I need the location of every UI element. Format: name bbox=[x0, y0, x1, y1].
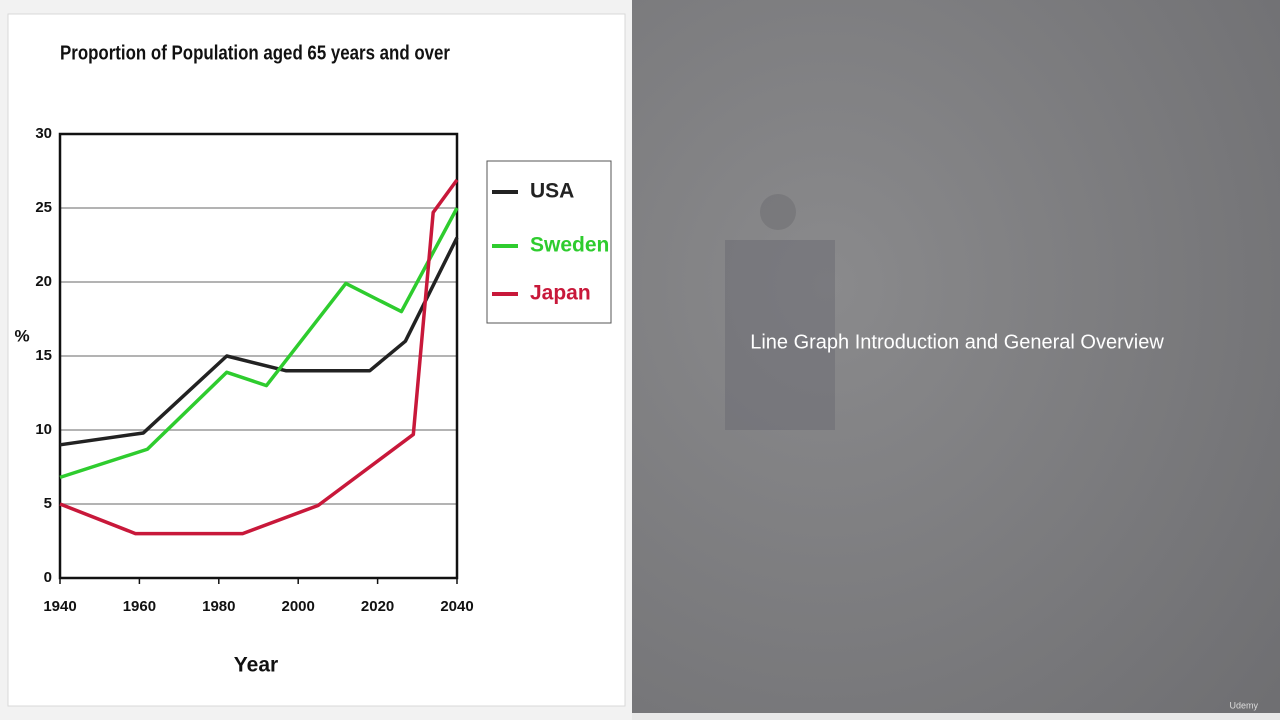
y-tick-label: 25 bbox=[35, 199, 52, 216]
y-tick-label: 15 bbox=[35, 347, 52, 364]
plot-frame bbox=[58, 132, 459, 580]
series-line bbox=[59, 207, 459, 480]
x-tick-label: 1940 bbox=[43, 598, 76, 615]
y-tick-label: 30 bbox=[35, 125, 52, 142]
legend-label: Sweden bbox=[530, 234, 609, 257]
y-tick-label: 5 bbox=[44, 495, 52, 512]
legend-label: USA bbox=[530, 180, 574, 203]
x-tick-label: 1980 bbox=[202, 598, 235, 615]
chart-title: Proportion of Population aged 65 years a… bbox=[60, 42, 450, 64]
series-line bbox=[59, 236, 459, 447]
x-tick-label: 1960 bbox=[123, 598, 156, 615]
series-line bbox=[59, 178, 459, 536]
y-tick-label: 0 bbox=[44, 569, 52, 586]
x-tick-label: 2040 bbox=[440, 598, 473, 615]
x-axis-label: Year bbox=[234, 654, 278, 677]
x-tick-label: 2000 bbox=[282, 598, 315, 615]
watermark: Udemy bbox=[1229, 700, 1258, 710]
presenter-head bbox=[760, 194, 796, 230]
y-tick-label: 20 bbox=[35, 273, 52, 290]
legend-label: Japan bbox=[530, 282, 591, 305]
y-axis-label: % bbox=[14, 326, 29, 345]
presenter-figure bbox=[725, 240, 835, 430]
video-caption: Line Graph Introduction and General Over… bbox=[750, 331, 1164, 353]
y-tick-label: 10 bbox=[35, 421, 52, 438]
x-tick-label: 2020 bbox=[361, 598, 394, 615]
slide bbox=[7, 13, 626, 707]
